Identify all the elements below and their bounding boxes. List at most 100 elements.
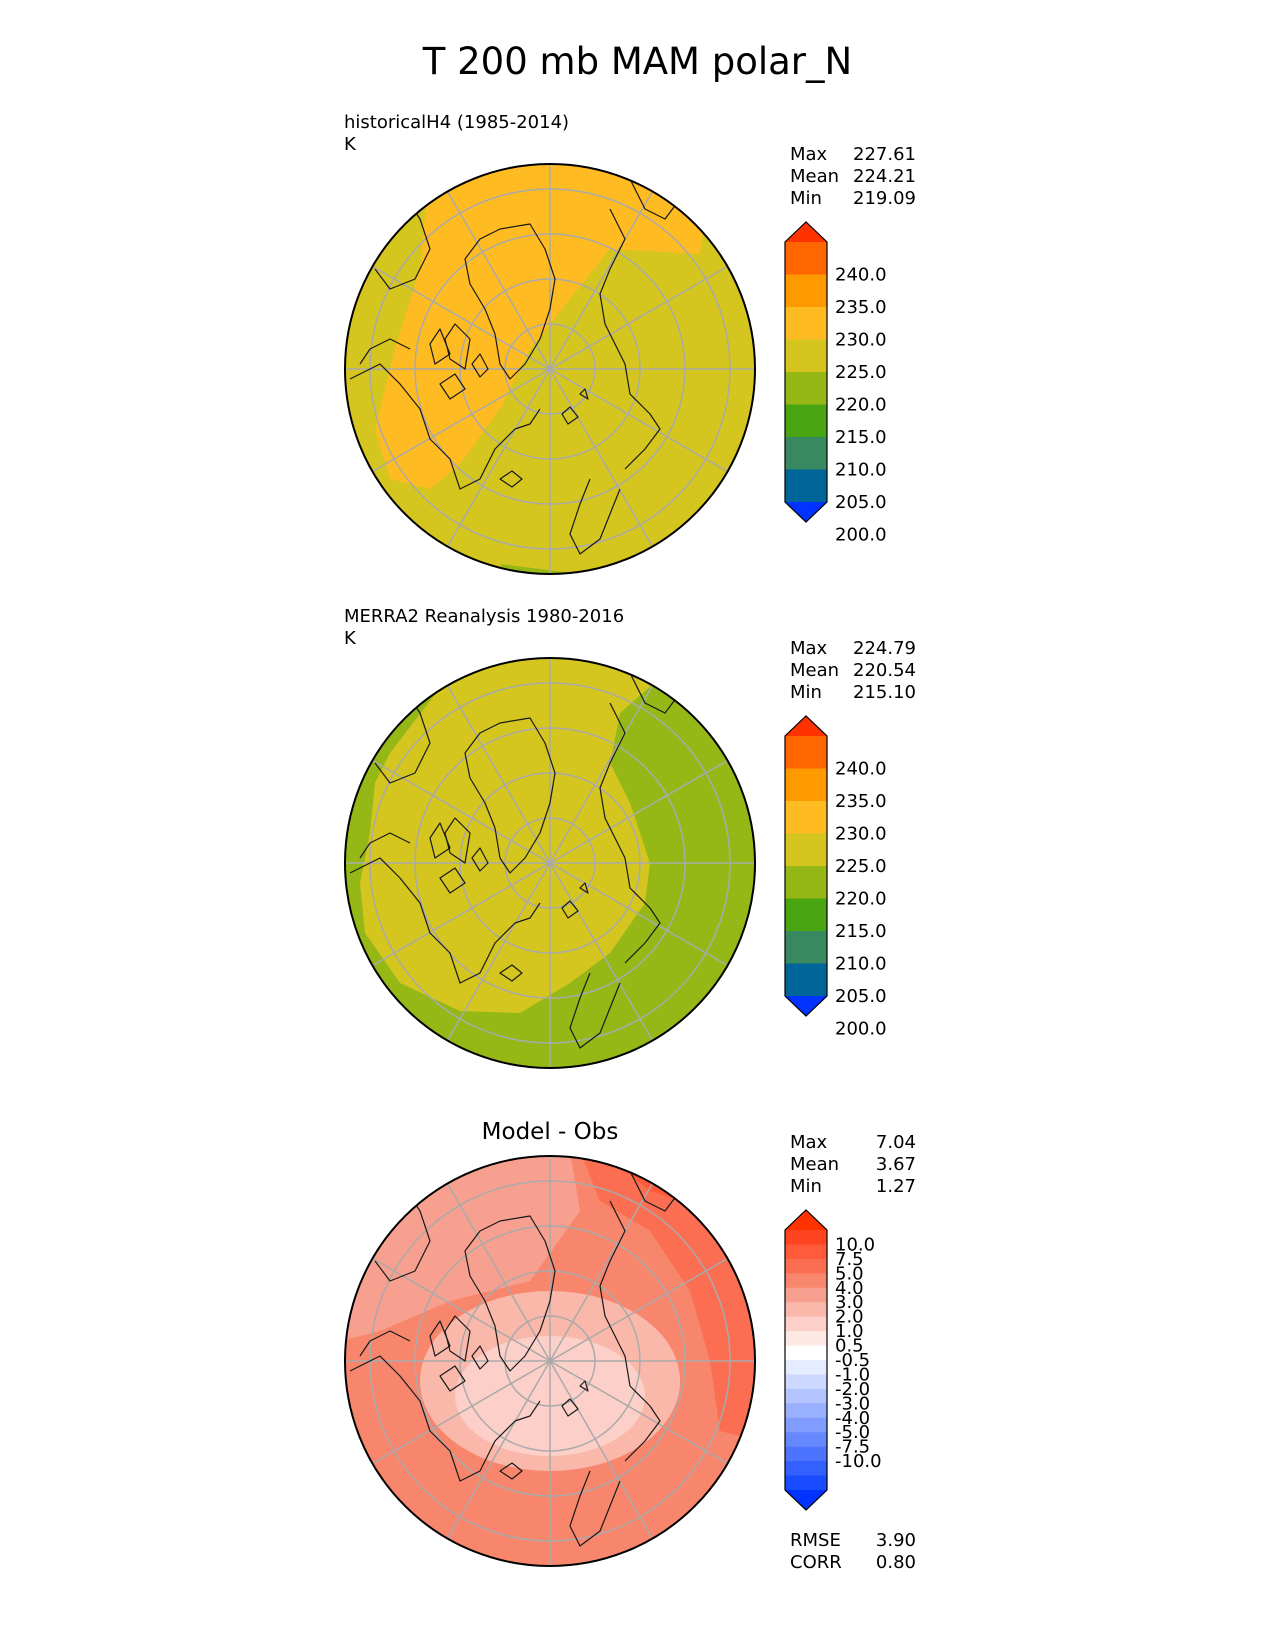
colorbar-segment (785, 469, 827, 503)
colorbar-segment (785, 833, 827, 867)
figure-title: T 200 mb MAM polar_N (422, 40, 853, 83)
stat-value: 1.27 (875, 1176, 916, 1197)
colorbar-tick-label: 10.0 (835, 1234, 875, 1255)
diff-metric-rmse: RMSE 3.90 (790, 1530, 916, 1552)
obs-polar-map (344, 657, 756, 1069)
colorbar-segment (785, 1258, 827, 1274)
colorbar-tick-label: 210.0 (835, 460, 887, 481)
colorbar-segment (785, 1432, 827, 1448)
colorbar-tick-label: -2.0 (835, 1379, 870, 1400)
colorbar-tick-label: -5.0 (835, 1422, 870, 1443)
colorbar-tick-label: 3.0 (835, 1292, 864, 1313)
metric-label: RMSE (790, 1530, 841, 1551)
colorbar-tick-label: 235.0 (835, 297, 887, 318)
diff-polar-map (344, 1155, 756, 1567)
colorbar-segment (785, 339, 827, 373)
colorbar-tick-label: 2.0 (835, 1307, 864, 1328)
metric-label: CORR (790, 1552, 842, 1573)
model-band-215-220 (500, 564, 580, 574)
colorbar-tick-label: -7.5 (835, 1437, 870, 1458)
colorbar-segment (785, 1461, 827, 1477)
diff-metric-corr: CORR 0.80 (790, 1552, 916, 1574)
colorbar-segment (785, 404, 827, 438)
obs-map-border (344, 657, 756, 1069)
model-stat-mean: Mean 224.21 (790, 166, 916, 188)
model-polar-map (344, 163, 756, 575)
colorbar-segment (785, 1273, 827, 1289)
colorbar-tick-label: 4.0 (835, 1278, 864, 1299)
colorbar-segment (785, 1360, 827, 1375)
colorbar-tick-label: 205.0 (835, 986, 887, 1007)
colorbar-tick-label: 225.0 (835, 362, 887, 383)
colorbar-segment (785, 1446, 827, 1462)
colorbar-segment (785, 1374, 827, 1390)
colorbar-segment (785, 736, 827, 769)
colorbar-tick-label: 1.0 (835, 1321, 864, 1342)
colorbar-tick-label: 200.0 (835, 525, 887, 546)
colorbar-segment (785, 1345, 827, 1361)
obs-stats: Max 224.79 Mean 220.54 Min 215.10 (790, 638, 916, 704)
stat-label: Min (790, 1176, 822, 1197)
stat-label: Min (790, 188, 822, 209)
colorbar-tick-label: 0.5 (835, 1336, 864, 1357)
stat-label: Max (790, 1132, 828, 1153)
stat-value: 224.21 (853, 166, 916, 187)
model-label-text: historicalH4 (1985-2014) (344, 112, 570, 133)
colorbar-tick-label: 235.0 (835, 791, 887, 812)
stat-value: 220.54 (853, 660, 916, 681)
colorbar-segment (785, 1244, 827, 1260)
colorbar-extend-min (785, 1490, 827, 1510)
diff-colorbar: 10.07.55.04.03.02.01.00.5-0.5-1.0-2.0-3.… (784, 1209, 882, 1511)
colorbar-segment (785, 963, 827, 997)
obs-stat-mean: Mean 220.54 (790, 660, 916, 682)
colorbar-tick-label: 7.5 (835, 1249, 864, 1270)
colorbar-tick-label: 210.0 (835, 954, 887, 975)
colorbar-segment (785, 274, 827, 308)
colorbar-tick-label: -0.5 (835, 1350, 870, 1371)
colorbar-segment (785, 1331, 827, 1347)
colorbar-extend-min (785, 502, 827, 522)
colorbar-segment (785, 1302, 827, 1318)
obs-panel-label: MERRA2 Reanalysis 1980-2016 K (344, 606, 624, 650)
stat-value: 215.10 (853, 682, 916, 703)
obs-stat-max: Max 224.79 (790, 638, 916, 660)
colorbar-outline (784, 221, 828, 523)
colorbar-tick-label: 240.0 (835, 265, 887, 286)
model-panel-label: historicalH4 (1985-2014) K (344, 112, 569, 156)
colorbar-segment (785, 898, 827, 932)
diff-stat-min: Min 1.27 (790, 1176, 916, 1198)
obs-colorbar: 240.0 235.0 230.0 225.0 220.0 215.0 210.0 205.0… (784, 715, 887, 1040)
stat-value: 7.04 (875, 1132, 916, 1153)
colorbar-segment (785, 1403, 827, 1419)
colorbar-tick-label: 220.0 (835, 395, 887, 416)
stat-label: Mean (790, 1154, 840, 1175)
colorbar-segment (785, 1388, 827, 1404)
colorbar-tick-label: -3.0 (835, 1393, 870, 1414)
colorbar-tick-label: 205.0 (835, 492, 887, 513)
colorbar-tick-label: 230.0 (835, 824, 887, 845)
colorbar-segment (785, 372, 827, 405)
colorbar-segment (785, 931, 827, 964)
colorbar-tick-label: 215.0 (835, 921, 887, 942)
colorbar-tick-label: 230.0 (835, 330, 887, 351)
colorbar-tick-label: 220.0 (835, 889, 887, 910)
metric-value: 3.90 (875, 1530, 916, 1551)
colorbar-segment (785, 1230, 827, 1245)
stat-label: Min (790, 682, 822, 703)
colorbar-tick-label: -4.0 (835, 1408, 870, 1429)
diff-stats: Max 7.04 Mean 3.67 Min 1.27 (790, 1132, 916, 1198)
colorbar-tick-label: -10.0 (835, 1451, 882, 1472)
obs-units: K (344, 628, 356, 649)
colorbar-extend-max (785, 1210, 827, 1230)
stat-label: Mean (790, 166, 840, 187)
colorbar-tick-label: -1.0 (835, 1364, 870, 1385)
colorbar-tick-label: 200.0 (835, 1019, 887, 1040)
colorbar-segment (785, 768, 827, 802)
obs-label-text: MERRA2 Reanalysis 1980-2016 (344, 606, 625, 627)
colorbar-segment (785, 242, 827, 275)
colorbar-extend-max (785, 716, 827, 736)
diff-map-border (344, 1155, 756, 1567)
model-stats: Max 227.61 Mean 224.21 Min 219.09 (790, 144, 916, 210)
model-map-border (344, 163, 756, 575)
stat-value: 224.79 (853, 638, 916, 659)
